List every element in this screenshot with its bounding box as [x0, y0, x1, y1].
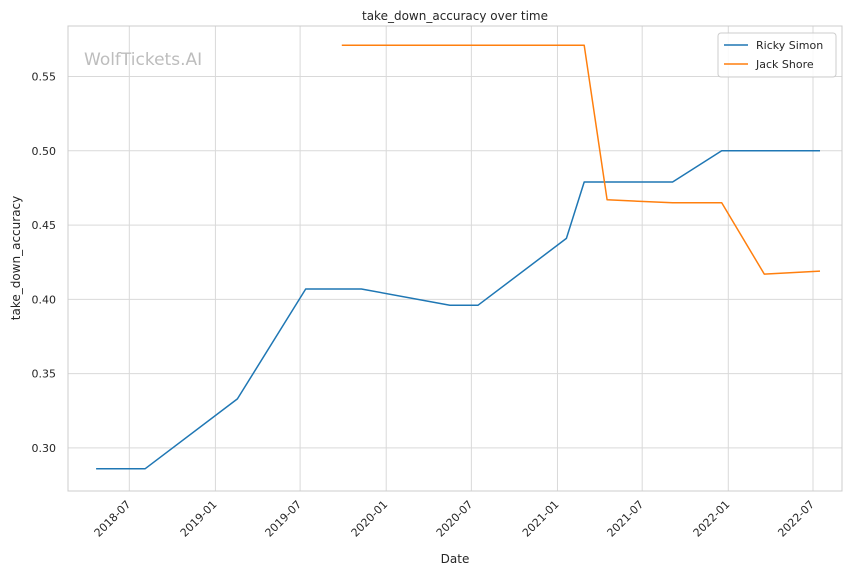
legend-box: [717, 32, 837, 78]
watermark: WolfTickets.AI: [84, 50, 202, 70]
grid: [68, 26, 842, 491]
y-tick-labels: 0.30 0.35 0.40 0.45 0.50 0.55: [32, 71, 57, 455]
y-tick-label: 0.45: [32, 219, 57, 232]
chart-title: take_down_accuracy over time: [362, 9, 548, 23]
series-line-ricky-simon: [96, 150, 820, 470]
y-tick-label: 0.35: [32, 368, 57, 381]
y-tick-label: 0.55: [32, 71, 57, 84]
x-axis-label: Date: [441, 552, 470, 566]
legend-label-ricky-simon: Ricky Simon: [756, 39, 823, 52]
series-lines: [96, 44, 821, 470]
y-tick-label: 0.40: [32, 293, 57, 306]
y-axis-label: take_down_accuracy: [9, 196, 23, 320]
y-tick-label: 0.30: [32, 442, 57, 455]
plot-frame: [67, 25, 843, 492]
y-tick-label: 0.50: [32, 145, 57, 158]
series-line-jack-shore: [341, 44, 821, 275]
legend: Ricky Simon Jack Shore: [717, 32, 837, 78]
legend-label-jack-shore: Jack Shore: [755, 58, 814, 71]
